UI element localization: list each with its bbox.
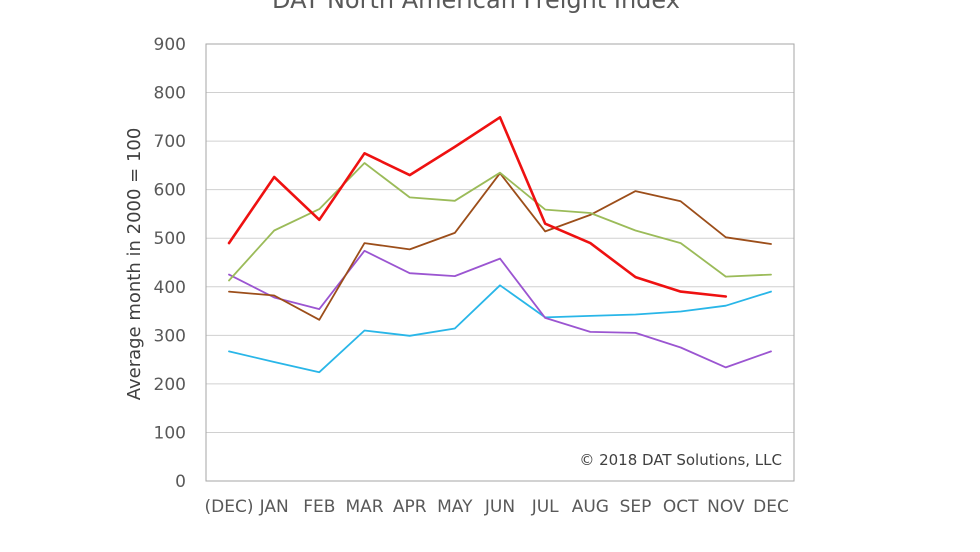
y-tick-label: 400 — [154, 278, 186, 298]
series-lines — [227, 116, 772, 374]
x-tick-label: APR — [393, 497, 427, 517]
x-tick-label: FEB — [303, 497, 335, 517]
series-blue-line — [228, 284, 772, 374]
y-tick-label: 200 — [154, 375, 186, 395]
x-tick-label: AUG — [572, 497, 609, 517]
chart-title: DAT North American Freight Index — [272, 0, 680, 14]
y-tick-label: 0 — [175, 472, 186, 492]
x-tick-label: MAY — [437, 497, 473, 517]
copyright-annotation: © 2018 DAT Solutions, LLC — [579, 451, 782, 469]
series-red-line — [227, 116, 728, 298]
x-tick-label: (DEC) — [205, 497, 254, 517]
y-tick-label: 700 — [154, 132, 186, 152]
y-tick-label: 800 — [154, 84, 186, 104]
gridlines — [206, 92, 794, 433]
x-tick-label: JAN — [259, 497, 289, 517]
x-tick-label: JUN — [484, 497, 515, 517]
x-tick-label: MAR — [345, 497, 383, 517]
y-tick-label: 100 — [154, 423, 186, 443]
series-brown-line — [228, 172, 772, 321]
y-axis-label: Average month in 2000 = 100 — [124, 128, 145, 401]
x-tick-label: SEP — [620, 497, 652, 517]
y-tick-label: 500 — [154, 229, 186, 249]
x-tick-label: JUL — [531, 497, 559, 517]
x-tick-label: NOV — [707, 497, 745, 517]
plot-frame — [205, 43, 795, 482]
y-tick-label: 300 — [154, 326, 186, 346]
series-purple-line — [228, 249, 772, 369]
x-tick-label: DEC — [753, 497, 789, 517]
series-green-line — [228, 162, 772, 282]
y-tick-label: 600 — [154, 181, 186, 201]
y-tick-labels: 0 100 200 300 400 500 600 700 800 900 — [154, 35, 186, 492]
y-tick-label: 900 — [154, 35, 186, 55]
x-tick-label: OCT — [663, 497, 699, 517]
x-tick-labels: (DEC) JAN FEB MAR APR MAY JUN JUL AUG SEP OCT NOV DE… — [205, 497, 789, 517]
